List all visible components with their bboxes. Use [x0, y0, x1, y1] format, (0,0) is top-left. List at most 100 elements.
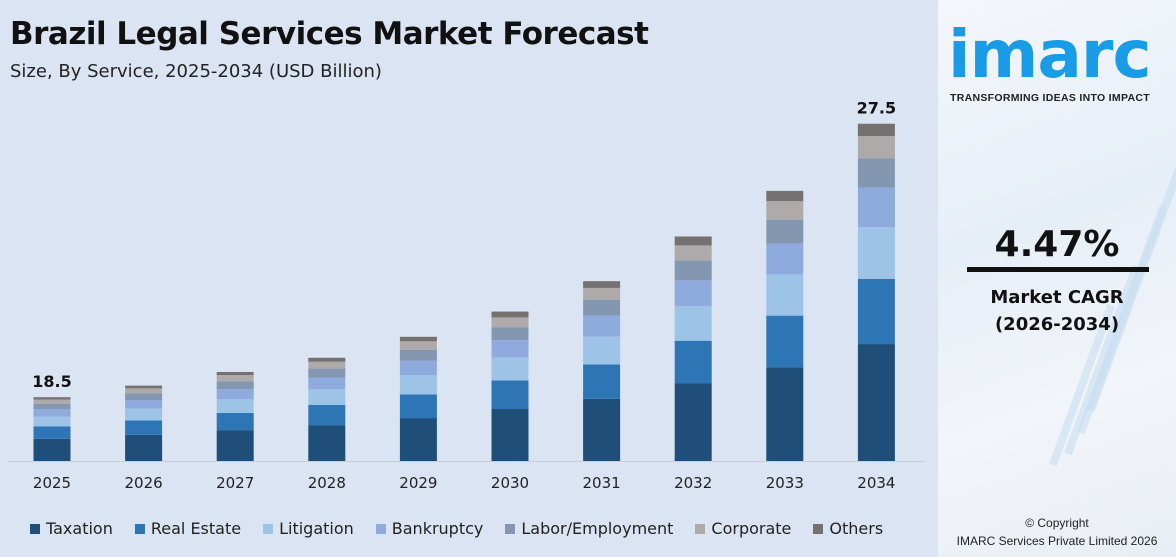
cagr-value: 4.47%	[994, 224, 1120, 265]
bar-segment-real-estate-2034	[857, 278, 895, 345]
legend-item: Labor/Employment	[505, 519, 673, 538]
bar-segment-labor-employment-2026	[125, 393, 163, 401]
legend-swatch	[695, 523, 706, 534]
legend-item: Taxation	[30, 519, 113, 538]
bar-segment-others-2029	[399, 336, 437, 342]
stacked-bar-chart: 2025 18.5 2026 2027 2028 2029 2030 2031 2032 2033…	[8, 99, 925, 492]
legend-label: Real Estate	[150, 519, 242, 538]
legend-swatch	[263, 523, 274, 534]
bar-segment-others-2031	[583, 281, 621, 288]
chart-panel: Brazil Legal Services Market Forecast Si…	[8, 16, 925, 538]
legend-swatch	[134, 523, 145, 534]
bar-segment-litigation-2034	[857, 227, 895, 279]
bar-segment-taxation-2025	[33, 438, 71, 461]
legend-swatch	[30, 523, 40, 534]
legend-item: Real Estate	[134, 519, 242, 538]
bar-segment-real-estate-2032	[674, 340, 712, 384]
bar-segment-corporate-2031	[583, 287, 621, 300]
x-tick-label: 2029	[399, 474, 437, 492]
bar-segment-others-2027	[216, 371, 254, 376]
bar-segment-real-estate-2033	[766, 315, 804, 368]
bar-segment-litigation-2027	[216, 399, 254, 413]
bar-segment-labor-employment-2032	[674, 260, 712, 281]
x-tick-label: 2028	[308, 474, 346, 492]
bar-segment-litigation-2031	[583, 336, 621, 365]
legend-item: Bankruptcy	[375, 519, 484, 538]
bar-segment-corporate-2029	[399, 341, 437, 350]
bar-segment-others-2032	[674, 236, 712, 246]
legend: Taxation Real Estate Litigation Bankruptcy L…	[30, 519, 905, 538]
bar-segment-taxation-2030	[491, 409, 529, 461]
copyright-text: © Copyright	[1025, 516, 1089, 530]
x-tick-label: 2025	[33, 474, 71, 492]
legend-label: Bankruptcy	[391, 519, 484, 538]
bar-segment-litigation-2026	[125, 408, 163, 421]
bar-segment-others-2028	[308, 357, 346, 362]
bar-segment-labor-employment-2029	[399, 349, 437, 361]
bar-segment-litigation-2029	[399, 375, 437, 395]
legend-item: Litigation	[263, 519, 354, 538]
bar-segment-labor-employment-2033	[766, 219, 804, 244]
legend-label: Taxation	[46, 519, 113, 538]
bar-segment-others-2025	[33, 397, 71, 400]
x-tick-label: 2026	[125, 474, 163, 492]
legend-swatch	[375, 523, 386, 534]
bar-segment-labor-employment-2025	[33, 403, 71, 410]
bar-segment-taxation-2031	[583, 398, 621, 461]
bar-segment-real-estate-2027	[216, 412, 254, 431]
bar-segment-corporate-2034	[857, 136, 895, 159]
cagr-label: Market CAGR (2026-2034)	[938, 284, 1176, 338]
bar-segment-taxation-2029	[399, 418, 437, 461]
chart-subtitle: Size, By Service, 2025-2034 (USD Billion…	[10, 61, 382, 82]
chart-title: Brazil Legal Services Market Forecast	[10, 16, 649, 52]
bar-segment-corporate-2033	[766, 201, 804, 220]
bar-segment-others-2030	[491, 311, 529, 318]
legend-item: Others	[813, 519, 883, 538]
bar-segment-others-2026	[125, 385, 163, 389]
imarc-logo: imarc	[948, 16, 1152, 93]
copyright: © Copyright IMARC Services Private Limite…	[938, 514, 1176, 550]
bar-segment-litigation-2033	[766, 274, 804, 316]
legend-label: Labor/Employment	[521, 519, 674, 538]
bar-segment-corporate-2026	[125, 388, 163, 394]
divider	[967, 267, 1149, 272]
x-tick-label: 2032	[674, 474, 712, 492]
bar-segment-taxation-2034	[857, 344, 895, 461]
x-tick-label: 2027	[216, 474, 254, 492]
bar-segment-real-estate-2029	[399, 394, 437, 419]
bar-segment-bankruptcy-2030	[491, 340, 529, 358]
bar-segment-bankruptcy-2025	[33, 409, 71, 417]
bar-segment-corporate-2032	[674, 245, 712, 261]
bar-segment-bankruptcy-2034	[857, 187, 895, 228]
bar-segment-labor-employment-2034	[857, 158, 895, 188]
bar-segment-real-estate-2026	[125, 420, 163, 435]
bar-segment-corporate-2030	[491, 317, 529, 328]
bar-segment-labor-employment-2031	[583, 299, 621, 316]
legend-label: Others	[829, 519, 884, 538]
x-tick-label: 2030	[491, 474, 529, 492]
tagline: TRANSFORMING IDEAS INTO IMPACT	[950, 92, 1150, 104]
x-tick-label: 2031	[583, 474, 621, 492]
bar-segment-others-2033	[766, 190, 804, 202]
bar-segment-taxation-2032	[674, 383, 712, 461]
bar-segment-labor-employment-2030	[491, 327, 529, 341]
bar-segment-real-estate-2028	[308, 404, 346, 426]
data-label: 18.5	[32, 372, 71, 391]
bar-segment-bankruptcy-2032	[674, 280, 712, 306]
legend-label: Litigation	[279, 519, 354, 538]
bar-segment-taxation-2028	[308, 425, 346, 461]
bar-segment-corporate-2025	[33, 399, 71, 404]
company-name: IMARC Services Private Limited 2026	[956, 534, 1158, 548]
bar-segment-labor-employment-2028	[308, 368, 346, 378]
bar-segment-litigation-2030	[491, 357, 529, 381]
bar-segment-real-estate-2025	[33, 426, 71, 439]
bar-segment-bankruptcy-2029	[399, 360, 437, 376]
bar-segment-taxation-2033	[766, 367, 804, 461]
bar-segment-litigation-2025	[33, 416, 71, 427]
bar-segment-litigation-2028	[308, 389, 346, 405]
legend-label: Corporate	[711, 519, 792, 538]
bar-segment-taxation-2026	[125, 434, 163, 461]
bar-segment-taxation-2027	[216, 430, 254, 461]
bar-segment-litigation-2032	[674, 305, 712, 341]
x-tick-label: 2034	[857, 474, 895, 492]
